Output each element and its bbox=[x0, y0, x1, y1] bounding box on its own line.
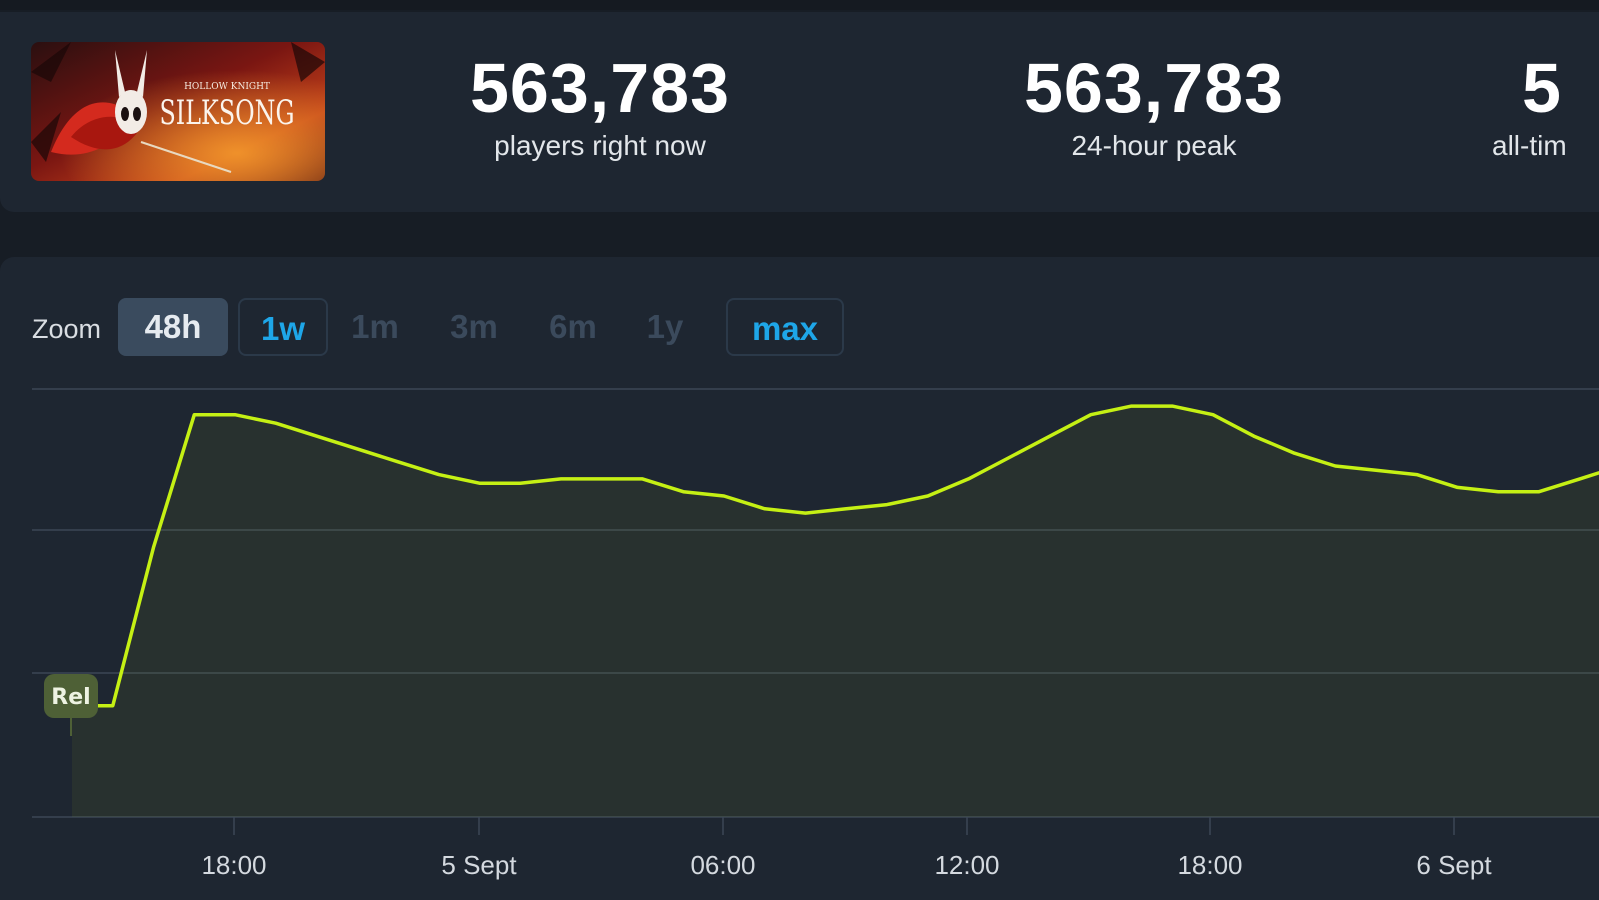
chart-card bbox=[0, 257, 1599, 900]
game-capsule-image[interactable]: HOLLOW KNIGHT SILKSONG bbox=[31, 42, 325, 181]
release-annotation[interactable]: Rel bbox=[44, 674, 98, 736]
x-tick-label: 18:00 bbox=[1177, 850, 1242, 880]
x-tick-label: 12:00 bbox=[934, 850, 999, 880]
peak-24h-value: 563,783 bbox=[1023, 49, 1285, 127]
chart-gridlines bbox=[32, 388, 1599, 818]
zoom-3m-button[interactable]: 3m bbox=[450, 308, 498, 345]
x-axis-ticks: 18:00 5 Sept 06:00 12:00 18:00 6 Sept bbox=[201, 817, 1492, 880]
series-line[interactable] bbox=[70, 404, 1599, 708]
all-time-label: all-tim bbox=[1492, 130, 1567, 161]
zoom-label: Zoom bbox=[32, 314, 102, 344]
zoom-1m-button[interactable]: 1m bbox=[351, 308, 399, 345]
series-area-fill bbox=[72, 406, 1599, 817]
capsule-series-text: HOLLOW KNIGHT bbox=[184, 82, 270, 92]
zoom-1y-button[interactable]: 1y bbox=[646, 308, 684, 345]
x-tick-label: 5 Sept bbox=[441, 850, 517, 880]
players-now-value: 563,783 bbox=[469, 49, 731, 127]
game-capsule-art: HOLLOW KNIGHT SILKSONG bbox=[31, 42, 325, 181]
zoom-max-button[interactable]: max bbox=[726, 298, 844, 356]
x-tick-label: 6 Sept bbox=[1416, 850, 1492, 880]
stat-24h-peak: 563,783 24-hour peak bbox=[984, 48, 1324, 164]
stat-all-time-peak: 5 all-tim bbox=[1492, 48, 1599, 164]
players-now-label: players right now bbox=[494, 130, 706, 161]
zoom-48h-button[interactable]: 48h bbox=[118, 298, 228, 356]
stat-players-now: 563,783 players right now bbox=[430, 48, 770, 164]
release-badge[interactable] bbox=[44, 674, 98, 718]
x-tick-label: 06:00 bbox=[690, 850, 755, 880]
zoom-1w-button[interactable]: 1w bbox=[238, 298, 328, 356]
x-tick-label: 18:00 bbox=[201, 850, 266, 880]
all-time-value: 5 bbox=[1522, 49, 1562, 127]
peak-24h-label: 24-hour peak bbox=[1071, 130, 1237, 161]
release-badge-label: Rel bbox=[51, 685, 90, 710]
capsule-title-text: SILKSONG bbox=[160, 93, 295, 133]
zoom-6m-button[interactable]: 6m bbox=[549, 308, 597, 345]
top-strip bbox=[0, 0, 1599, 10]
